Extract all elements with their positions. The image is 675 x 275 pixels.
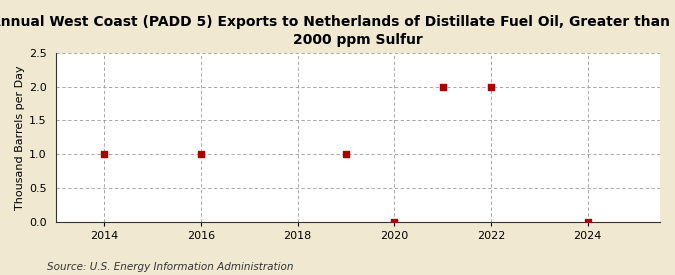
Point [582,219,593,224]
Point [99,152,109,156]
Point [485,84,496,89]
Text: Source: U.S. Energy Information Administration: Source: U.S. Energy Information Administ… [47,262,294,272]
Point [340,152,351,156]
Point [437,84,448,89]
Point [196,152,207,156]
Point [389,219,400,224]
Title: Annual West Coast (PADD 5) Exports to Netherlands of Distillate Fuel Oil, Greate: Annual West Coast (PADD 5) Exports to Ne… [0,15,675,47]
Y-axis label: Thousand Barrels per Day: Thousand Barrels per Day [15,65,25,210]
